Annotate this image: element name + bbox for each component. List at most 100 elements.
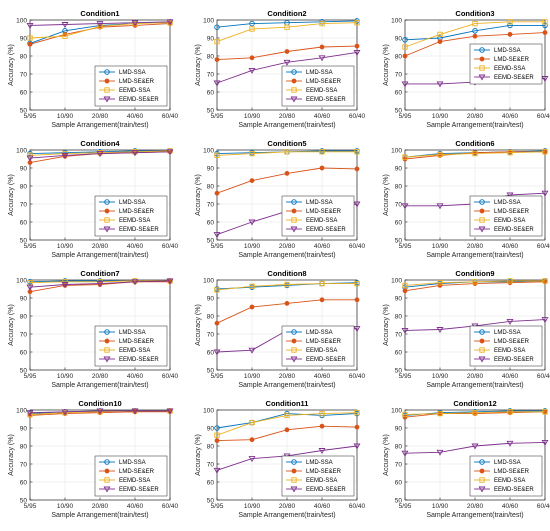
legend-swatch-marker	[103, 226, 111, 233]
data-point	[131, 279, 139, 286]
y-tick-label: 90	[207, 425, 215, 432]
legend-swatch-marker	[290, 96, 298, 103]
data-point	[402, 288, 408, 294]
data-point	[541, 190, 549, 197]
chart-title: Condition1	[80, 9, 119, 18]
data-point	[213, 232, 221, 239]
data-point	[97, 23, 103, 29]
y-tick-label: 70	[207, 461, 215, 468]
y-tick-label: 70	[395, 461, 403, 468]
x-tick-label: 60/40	[349, 113, 366, 120]
chart-title: Condition8	[267, 269, 306, 278]
legend-swatch-marker	[290, 356, 298, 363]
legend-label: EEMD-SSA	[119, 478, 150, 484]
legend-swatch-marker	[104, 69, 110, 75]
y-tick-label: 100	[16, 17, 27, 24]
y-tick-label: 60	[395, 349, 403, 356]
legend-swatch-marker	[290, 226, 298, 233]
data-point	[437, 151, 443, 158]
x-tick-label: 10/90	[57, 373, 74, 380]
x-tick-label: 40/60	[502, 373, 519, 380]
x-axis-label: Sample Arrangement(train/test)	[51, 382, 148, 389]
data-point	[507, 150, 513, 156]
x-tick-label: 20/80	[279, 243, 296, 250]
y-tick-label: 100	[203, 277, 214, 284]
data-point	[26, 155, 34, 162]
data-point	[353, 49, 361, 56]
series-line	[216, 283, 357, 291]
x-tick-label: 60/40	[162, 373, 179, 380]
legend: LMD-SSA LMD-SE&ER EEMD-SSA EEMD-SE&ER	[281, 325, 355, 367]
y-tick-label: 50	[20, 237, 28, 244]
data-point	[26, 22, 34, 29]
data-point	[437, 282, 443, 288]
legend-label: EEMD-SSA	[306, 478, 337, 484]
legend: LMD-SSA LMD-SE&ER EEMD-SSA EEMD-SE&ER	[469, 325, 543, 367]
legend-label: LMD-SSA	[119, 330, 146, 336]
legend-label: EEMD-SE&ER	[119, 487, 159, 493]
data-point	[436, 327, 444, 333]
x-axis-label: Sample Arrangement(train/test)	[238, 122, 335, 129]
data-point	[319, 44, 325, 50]
data-point	[354, 410, 360, 416]
y-tick-label: 100	[203, 407, 214, 414]
x-tick-label: 5/95	[211, 113, 224, 120]
data-point	[214, 57, 220, 62]
data-point	[26, 410, 34, 417]
legend-swatch-marker	[104, 477, 110, 483]
y-tick-label: 50	[395, 237, 403, 244]
chart-panel: 50 60 70 80 90 100 5/95 10/90 20/80 40/60 60/40 Con…	[195, 399, 366, 519]
x-tick-label: 5/95	[211, 373, 224, 380]
legend-label: LMD-SSA	[306, 460, 333, 466]
x-tick-label: 5/95	[399, 503, 412, 510]
x-tick-label: 10/90	[244, 503, 261, 510]
y-tick-label: 70	[20, 201, 28, 208]
chart-panel: 50 60 70 80 90 100 5/95 10/90 20/80 40/60 60/40 Con…	[8, 139, 179, 259]
data-point	[542, 30, 548, 35]
data-point	[61, 282, 69, 288]
data-point	[402, 282, 408, 289]
legend-swatch-marker	[291, 347, 297, 353]
legend-swatch-marker	[479, 56, 485, 62]
data-point	[542, 19, 548, 25]
x-axis-label: Sample Arrangement(train/test)	[238, 382, 335, 389]
y-tick-label: 50	[207, 497, 215, 504]
x-tick-label: 20/80	[467, 243, 484, 250]
data-point	[284, 170, 290, 176]
legend-swatch-marker	[104, 347, 110, 353]
y-tick-label: 100	[16, 277, 27, 284]
chart-title: Condition10	[78, 399, 121, 408]
data-point	[284, 149, 290, 155]
y-tick-label: 70	[207, 331, 215, 338]
chart-panel: 50 60 70 80 90 100 5/95 10/90 20/80 40/60 60/40 Con…	[8, 269, 179, 389]
data-point	[354, 280, 360, 287]
data-point	[131, 150, 139, 157]
legend-swatch-marker	[290, 486, 298, 493]
data-point	[354, 424, 360, 430]
legend-swatch-marker	[291, 208, 297, 214]
legend-swatch-marker	[479, 217, 485, 223]
x-tick-label: 5/95	[24, 373, 37, 380]
legend-label: EEMD-SSA	[494, 348, 525, 354]
data-point	[319, 297, 325, 303]
y-tick-label: 60	[20, 89, 28, 96]
legend-swatch-marker	[478, 356, 486, 363]
x-tick-label: 40/60	[127, 503, 144, 510]
data-point	[318, 448, 326, 454]
series-line	[404, 151, 546, 158]
y-tick-label: 90	[395, 295, 403, 302]
series-line	[404, 411, 545, 415]
y-tick-label: 100	[391, 277, 402, 284]
x-tick-label: 20/80	[279, 373, 296, 380]
chart-panel: 50 60 70 80 90 100 5/95 10/90 20/80 40/60 60/40 Con…	[383, 399, 550, 519]
x-tick-label: 5/95	[24, 113, 37, 120]
data-point	[214, 287, 220, 293]
y-tick-label: 70	[395, 71, 403, 78]
series-line	[216, 412, 358, 436]
x-axis-label: Sample Arrangement(train/test)	[51, 122, 148, 129]
series-line	[29, 151, 171, 159]
x-tick-label: 10/90	[432, 373, 449, 380]
y-tick-label: 90	[207, 165, 215, 172]
data-point	[472, 410, 478, 416]
data-point	[131, 408, 139, 415]
